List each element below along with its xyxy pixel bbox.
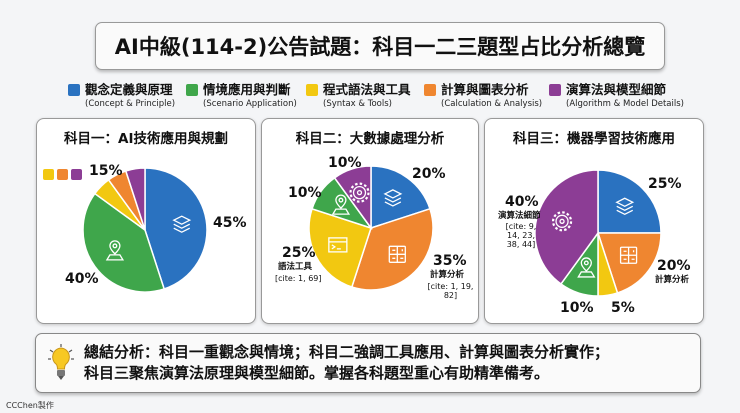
- map-pin-icon: [331, 194, 351, 215]
- data-label: 20%: [412, 166, 446, 182]
- layers-icon: [615, 197, 635, 215]
- legend-swatch: [186, 84, 198, 96]
- pie-slice: [597, 169, 662, 234]
- legend-item-scenario: 情境應用與判斷 (Scenario Application): [186, 82, 297, 110]
- legend-label: 觀念定義與原理: [85, 82, 173, 97]
- data-sublabel: 計算分析: [430, 270, 465, 280]
- legend-swatch: [424, 84, 436, 96]
- legend-sublabel: (Scenario Application): [203, 99, 297, 109]
- data-sublabel: 計算分析: [655, 275, 690, 285]
- data-label: 35%: [433, 253, 467, 269]
- map-pin-icon: [105, 240, 125, 261]
- chart-panel-subject-3: 科目三：機器學習技術應用 25% 40% 演算法細節 [cite: 9, 14,…: [484, 118, 704, 324]
- legend-label: 演算法與模型細節: [566, 82, 667, 97]
- pie-slice: [144, 167, 208, 290]
- pie-slice: [82, 192, 166, 293]
- legend-swatch: [549, 84, 561, 96]
- data-label: 20%: [657, 258, 691, 274]
- chart-title: 科目二：大數據處理分析: [295, 131, 445, 147]
- pie-slice: [534, 169, 599, 286]
- citation: [cite: 9, 14, 23, 38, 44]: [505, 222, 537, 249]
- pie-slice: [124, 167, 146, 231]
- data-label: 45%: [213, 215, 247, 231]
- legend-swatch: [306, 84, 318, 96]
- citation: [cite: 1, 69]: [275, 274, 322, 283]
- summary-line: 科目三聚焦演算法原理與模型細節。掌握各科題型重心有助精準備考。: [84, 364, 550, 382]
- legend-item-calculation: 計算與圖表分析 (Calculation & Analysis): [424, 82, 542, 110]
- legend-label: 程式語法與工具: [323, 82, 411, 97]
- legend-label: 計算與圖表分析: [441, 82, 529, 97]
- legend-item-syntax: 程式語法與工具 (Syntax & Tools): [306, 82, 411, 110]
- data-label: 40%: [65, 271, 99, 287]
- legend-swatch: [68, 84, 80, 96]
- gear-brain-icon: [349, 182, 370, 203]
- data-label: 10%: [560, 300, 594, 316]
- chart-title: 科目一：AI技術應用與規劃: [64, 131, 228, 147]
- small-slices-key: [43, 165, 85, 184]
- map-pin-icon: [577, 257, 596, 278]
- data-sublabel: 語法工具: [278, 262, 313, 272]
- data-label: 25%: [648, 176, 682, 192]
- data-label: 5%: [611, 300, 635, 316]
- layers-icon: [172, 215, 192, 233]
- chart-title: 科目三：機器學習技術應用: [513, 131, 675, 147]
- summary-box: 總結分析：科目一重觀念與情境；科目二強調工具應用、計算與圖表分析實作； 科目三聚焦…: [35, 333, 701, 393]
- pie-chart: [82, 167, 208, 293]
- citation: [cite: 1, 19, 82]: [427, 282, 474, 300]
- gear-brain-icon: [551, 211, 573, 232]
- chart-panel-subject-2: 科目二：大數據處理分析 20% 10% 10% 25% 語法工具 [cite: …: [261, 118, 479, 324]
- data-label: 40%: [505, 194, 539, 210]
- layers-icon: [383, 189, 403, 207]
- footer-credit: CCChen製作: [6, 401, 54, 410]
- legend-sublabel: (Concept & Principle): [85, 99, 176, 109]
- pie-slice: [333, 165, 372, 231]
- data-sublabel: 演算法細節: [498, 211, 541, 221]
- terminal-icon: [328, 237, 348, 253]
- page-title: AI中級(114-2)公告試題：科目一二三題型占比分析總覽: [95, 22, 665, 70]
- data-label: 10%: [328, 155, 362, 171]
- calculator-icon: [619, 246, 638, 264]
- legend-item-algorithm: 演算法與模型細節 (Algorithm & Model Details): [549, 82, 684, 110]
- data-label: 15%: [89, 163, 123, 179]
- legend-label: 情境應用與判斷: [203, 82, 291, 97]
- legend-item-concept: 觀念定義與原理 (Concept & Principle): [68, 82, 175, 110]
- summary-line: 總結分析：科目一重觀念與情境；科目二強調工具應用、計算與圖表分析實作；: [84, 343, 610, 361]
- chart-panel-subject-1: 科目一：AI技術應用與規劃 15% 45% 40%: [36, 118, 256, 324]
- legend-sublabel: (Algorithm & Model Details): [566, 99, 684, 109]
- pie-slice: [370, 165, 431, 230]
- pie-slice: [308, 207, 372, 288]
- lightbulb-icon: [48, 344, 74, 380]
- pie-chart: [308, 165, 434, 291]
- legend-sublabel: (Calculation & Analysis): [441, 99, 543, 109]
- legend-sublabel: (Syntax & Tools): [323, 99, 392, 109]
- calculator-icon: [388, 245, 406, 263]
- pie-chart: [534, 169, 662, 297]
- data-label: 10%: [288, 185, 322, 201]
- data-label: 25%: [282, 245, 316, 261]
